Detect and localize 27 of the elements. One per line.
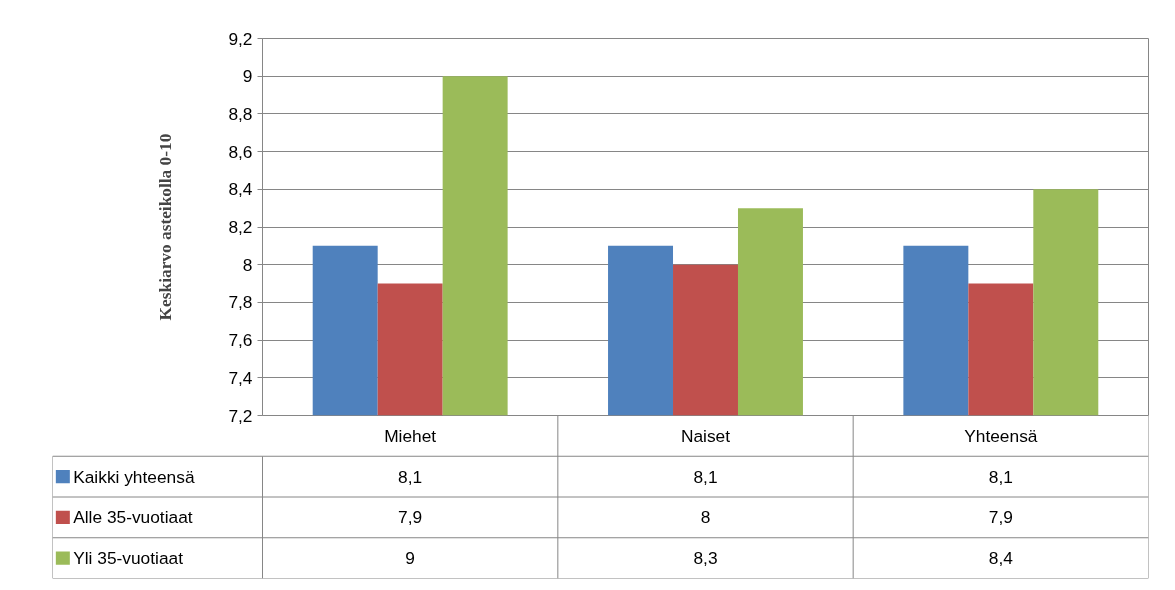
legend-label: Kaikki yhteensä bbox=[73, 466, 195, 487]
data-label: 8,1 bbox=[988, 466, 1013, 487]
y-tick-label: 8,8 bbox=[228, 103, 253, 124]
y-tick-label: 8,6 bbox=[228, 141, 253, 162]
legend-label: Yli 35-vuotiaat bbox=[73, 548, 184, 569]
data-label: 9 bbox=[405, 548, 415, 569]
data-label: 7,9 bbox=[398, 507, 423, 528]
data-label: 8,3 bbox=[693, 548, 718, 569]
x-tick-label: Yhteensä bbox=[964, 425, 1038, 446]
data-label: 8,4 bbox=[988, 548, 1014, 569]
y-tick-label: 9 bbox=[242, 66, 253, 87]
y-tick-label: 7,2 bbox=[228, 405, 253, 426]
y-tick-label: 7,8 bbox=[228, 292, 253, 313]
x-tick-label: Naiset bbox=[680, 425, 731, 446]
legend-label: Alle 35-vuotiaat bbox=[73, 507, 193, 528]
y-tick-label: 8,2 bbox=[228, 217, 253, 237]
y-tick-label: 8,4 bbox=[228, 179, 253, 200]
x-tick-label: Miehet bbox=[384, 425, 437, 446]
data-label: 8,1 bbox=[398, 466, 423, 487]
y-axis-title: Keskiarvo asteikolla 0-10 bbox=[156, 133, 176, 321]
data-label: 8,1 bbox=[693, 466, 718, 487]
data-label: 8 bbox=[700, 507, 711, 528]
y-tick-label: 8 bbox=[242, 254, 253, 275]
data-label: 7,9 bbox=[988, 507, 1013, 528]
y-tick-label: 9,2 bbox=[228, 28, 253, 49]
y-tick-label: 7,4 bbox=[228, 367, 253, 388]
y-tick-label: 7,6 bbox=[228, 330, 253, 351]
